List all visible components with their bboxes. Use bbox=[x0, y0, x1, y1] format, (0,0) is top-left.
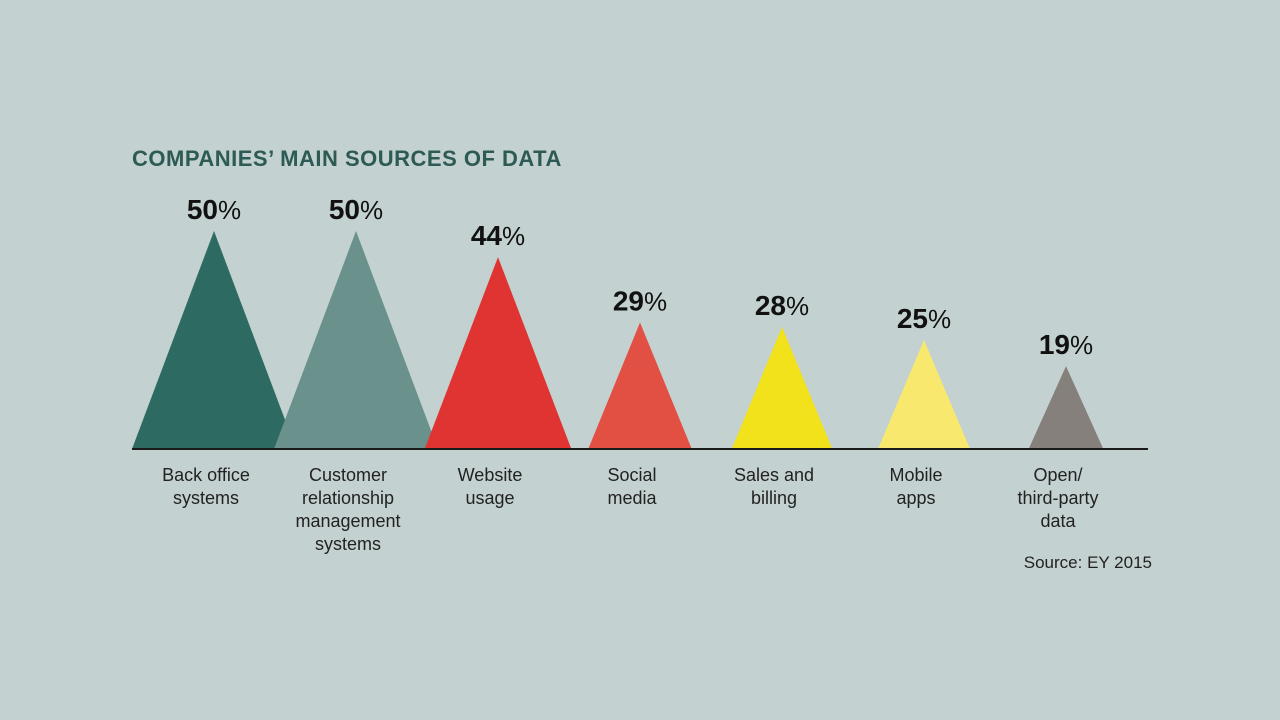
category-label-7-line-3: data bbox=[1040, 511, 1076, 531]
triangle-bar-4 bbox=[588, 322, 692, 449]
chart-source: Source: EY 2015 bbox=[1023, 553, 1152, 572]
category-label-6-line-2: apps bbox=[896, 488, 935, 508]
triangle-bar-1 bbox=[132, 231, 296, 449]
category-label-2-line-3: management bbox=[295, 511, 400, 531]
value-label-1: 50% bbox=[187, 194, 241, 225]
category-label-1-line-2: systems bbox=[173, 488, 239, 508]
triangle-bar-3 bbox=[424, 257, 572, 449]
value-label-6: 25% bbox=[897, 303, 951, 334]
category-label-5-line-1: Sales and bbox=[734, 465, 814, 485]
category-label-2-line-2: relationship bbox=[302, 488, 394, 508]
category-label-4-line-2: media bbox=[607, 488, 657, 508]
category-label-2-line-4: systems bbox=[315, 534, 381, 554]
triangle-bar-6 bbox=[878, 340, 970, 449]
triangle-bar-5 bbox=[731, 326, 833, 449]
category-label-7-line-2: third-party bbox=[1017, 488, 1098, 508]
value-label-7: 19% bbox=[1039, 329, 1093, 360]
category-label-3-line-1: Website bbox=[458, 465, 523, 485]
value-label-3: 44% bbox=[471, 220, 525, 251]
category-label-7-line-1: Open/ bbox=[1033, 465, 1082, 485]
category-label-3-line-2: usage bbox=[465, 488, 514, 508]
triangle-bar-2 bbox=[274, 231, 438, 449]
value-label-2: 50% bbox=[329, 194, 383, 225]
chart-title: COMPANIES’ MAIN SOURCES OF DATA bbox=[132, 146, 562, 171]
category-label-5-line-2: billing bbox=[751, 488, 797, 508]
value-label-4: 29% bbox=[613, 286, 667, 317]
category-label-6-line-1: Mobile bbox=[889, 465, 942, 485]
category-label-2-line-1: Customer bbox=[309, 465, 387, 485]
value-label-5: 28% bbox=[755, 290, 809, 321]
triangle-bar-7 bbox=[1028, 366, 1104, 449]
category-label-4-line-1: Social bbox=[607, 465, 656, 485]
category-label-1-line-1: Back office bbox=[162, 465, 250, 485]
